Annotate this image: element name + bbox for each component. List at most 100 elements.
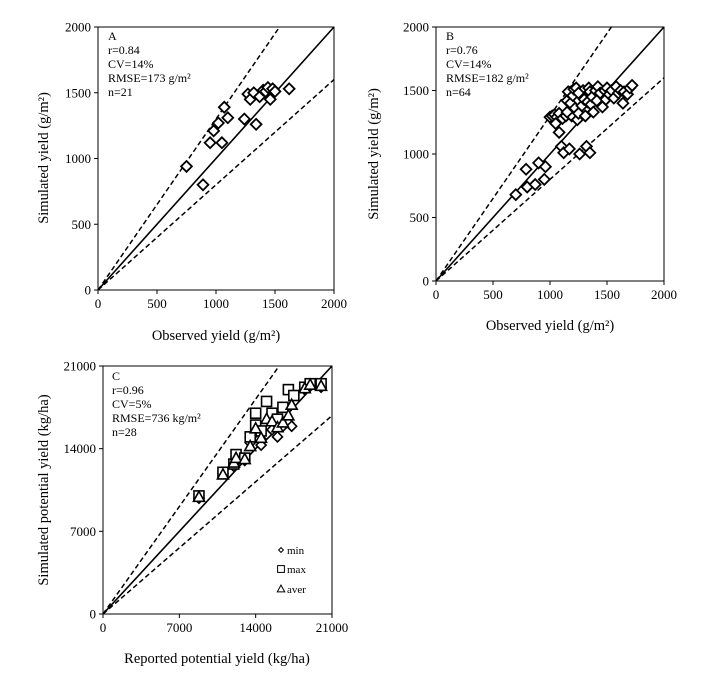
panel-b-ytick-label: 2000 <box>403 20 429 35</box>
panel-a-points-point <box>179 159 194 174</box>
panel-c-aver-point <box>243 438 258 452</box>
legend-item-max: max <box>277 564 306 576</box>
panel-a-points-point <box>203 136 217 150</box>
panel-a-xlabel: Observed yield (g/m²) <box>152 328 281 344</box>
panel-b-xtick-label: 2000 <box>651 287 677 302</box>
panel-b-points-point <box>552 125 566 140</box>
panel-b-points-point <box>528 177 542 192</box>
panel-b-points-point <box>625 78 639 93</box>
panel-c-ref-line-upper <box>102 365 280 615</box>
panel-a-xtick-label: 500 <box>147 296 167 311</box>
panel-c-aver-point <box>314 378 328 392</box>
panel-c-aver-point <box>254 430 268 444</box>
panel-c-aver-point <box>265 414 279 427</box>
panel-a-ytick-label: 500 <box>72 217 92 232</box>
panel-a-points-point <box>206 124 221 138</box>
panel-b-stat-r: r=0.76 <box>446 43 478 57</box>
panel-b-points-point <box>537 172 551 187</box>
panel-c-ytick-label: 14000 <box>64 441 97 456</box>
panel-a-ref-line-one-to-one <box>97 26 335 291</box>
panel-b-stat-n: n=64 <box>446 85 471 99</box>
panel-a-marks <box>179 80 296 192</box>
panel-a: 0 500 1000 1500 2000 0 500 1000 1500 2000 A r=0.8… <box>36 20 347 345</box>
panel-a-ytick-label: 1000 <box>65 151 91 166</box>
panel-b-xlabel: Observed yield (g/m²) <box>486 318 615 334</box>
panel-c-xlabel: Reported potential yield (kg/ha) <box>124 651 310 667</box>
legend-aver-marker <box>276 584 286 593</box>
panel-b-stat-cv: CV=14% <box>446 57 491 71</box>
panel-c-min-point <box>285 420 298 433</box>
panel-b-points-point <box>519 162 533 176</box>
panel-c-aver-point <box>281 408 296 421</box>
panel-b-points-point <box>571 86 586 100</box>
panel-a-points-point <box>217 100 231 114</box>
panel-a-points-point <box>211 116 226 130</box>
legend-item-aver: aver <box>276 584 306 596</box>
panel-c-max-point <box>249 407 262 420</box>
panel-c-xtick-label: 7000 <box>166 620 192 635</box>
panel-b-points-point <box>538 160 553 174</box>
legend-item-min: min <box>277 545 305 557</box>
panel-c-ylabel: Simulated potential yield (kg/ha) <box>36 394 52 585</box>
panel-a-xtick-label: 0 <box>95 296 102 311</box>
panel-a-points-point <box>215 136 229 150</box>
panel-a-label: A <box>108 29 117 43</box>
panel-c-aver-point <box>216 467 230 480</box>
panel-b-ticks: 0 500 1000 1500 2000 0 500 1000 1500 2000 <box>403 20 677 303</box>
panel-a-ytick-label: 0 <box>85 283 92 298</box>
legend-aver-label: aver <box>287 584 306 596</box>
panel-b-xtick-label: 1500 <box>594 287 620 302</box>
panel-c-aver-point <box>192 489 206 503</box>
panel-b-points-point <box>616 96 630 110</box>
legend-min-symbol <box>277 546 285 554</box>
panel-c-frame <box>102 365 333 615</box>
panel-b-label: B <box>446 29 454 43</box>
panel-b-xtick-label: 1000 <box>537 287 563 302</box>
panel-a-points-point <box>249 117 263 131</box>
panel-c-xtick-label: 14000 <box>239 620 272 635</box>
panel-c-max-point <box>260 395 273 408</box>
panel-c-stat-n: n=28 <box>112 425 137 439</box>
panel-b-points-point <box>572 147 587 161</box>
panel-b-points-point <box>562 142 577 156</box>
panel-a-ref-line-upper <box>97 26 281 291</box>
legend-min-marker <box>277 546 285 554</box>
panel-a-xtick-label: 2000 <box>321 296 347 311</box>
panel-a-xtick-label: 1000 <box>203 296 229 311</box>
panel-b-xtick-label: 0 <box>433 287 440 302</box>
legend-max-label: max <box>287 564 306 576</box>
panel-a-ytick-label: 2000 <box>65 20 91 35</box>
panel-c-stat-r: r=0.96 <box>112 383 144 397</box>
panel-c-stat-rmse: RMSE=736 kg/m² <box>112 411 201 425</box>
panel-b-points-point <box>583 146 597 160</box>
panel-c-xtick-label: 0 <box>100 620 107 635</box>
panel-c-marks <box>192 377 328 505</box>
panel-b-points-point <box>509 187 523 202</box>
panel-b-points-point <box>560 105 574 119</box>
panel-c-legend: min max aver <box>276 545 306 596</box>
panel-c-stat-cv: CV=5% <box>112 397 151 411</box>
panel-b-ytick-label: 0 <box>423 274 430 289</box>
panel-c-max-point <box>288 389 300 402</box>
panel-c-min-point <box>271 430 284 443</box>
panel-b-stat-rmse: RMSE=182 g/m² <box>446 71 529 85</box>
panel-c-aver-point <box>248 421 263 434</box>
panel-b-ytick-label: 1000 <box>403 147 429 162</box>
panel-c-xtick-label: 21000 <box>316 620 349 635</box>
panel-a-reference-lines <box>97 26 335 291</box>
panel-a-points-point <box>263 92 277 106</box>
panel-a-ticks: 0 500 1000 1500 2000 0 500 1000 1500 2000 <box>65 20 347 312</box>
panel-a-stat-r: r=0.84 <box>108 43 140 57</box>
panel-a-points-point <box>282 82 296 96</box>
panel-a-points-point <box>268 84 282 99</box>
panel-c-aver-point <box>276 415 290 428</box>
panel-a-stat-n: n=21 <box>108 85 133 99</box>
panel-c-aver-point <box>284 397 299 411</box>
panel-b-ytick-label: 500 <box>410 210 430 225</box>
panel-a-ylabel: Simulated yield (g/m²) <box>36 92 52 224</box>
legend-aver-symbol <box>276 584 286 593</box>
panel-a-points-point <box>237 112 251 126</box>
panel-b: 0 500 1000 1500 2000 0 500 1000 1500 2000 B r=0.7… <box>366 20 677 335</box>
